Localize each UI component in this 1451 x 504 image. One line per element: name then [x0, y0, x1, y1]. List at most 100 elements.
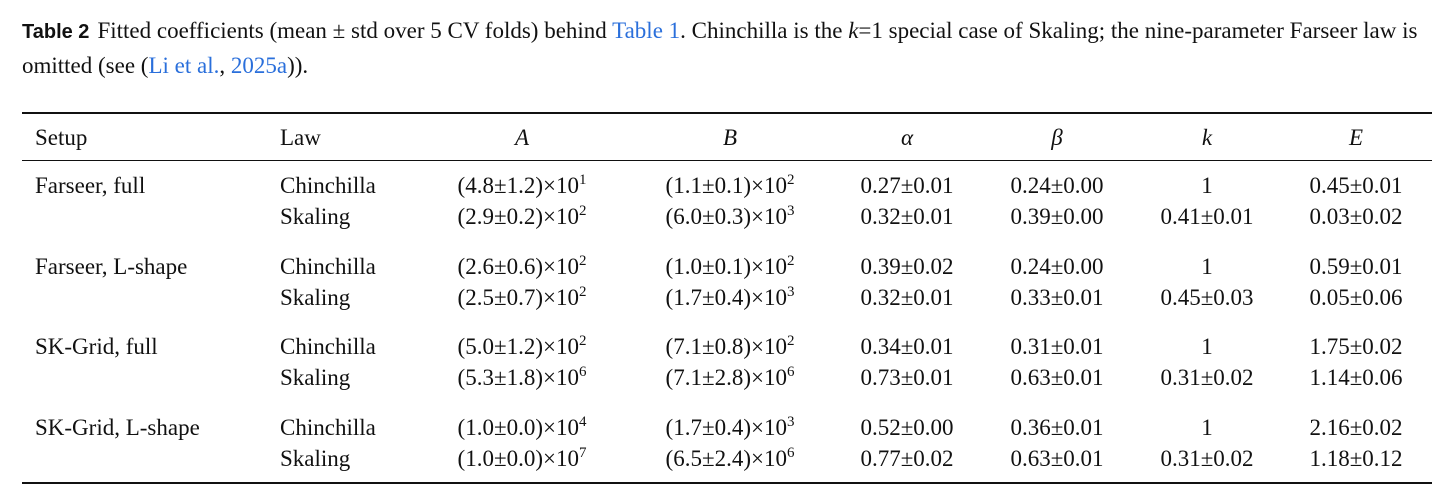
value-cell: 0.36±0.01	[1010, 415, 1104, 440]
coef-exponent: 2	[578, 333, 587, 349]
column-header: k	[1201, 125, 1213, 150]
column-header: α	[900, 125, 914, 150]
coef-base: (5.0±1.2)×10	[457, 334, 579, 359]
setup-cell: SK-Grid, L-shape	[35, 415, 200, 440]
value-cell: 0.77±0.02	[860, 446, 954, 471]
caption-text: =1 special case of Skaling; the nine-par…	[22, 18, 1418, 78]
coef-cell: (2.9±0.2)×102	[372, 203, 672, 231]
value-cell: 1	[1201, 254, 1213, 279]
value-cell: 0.24±0.00	[1010, 173, 1104, 198]
coef-base: (2.5±0.7)×10	[457, 285, 579, 310]
caption-text: Fitted coefficients (mean ± std over 5 C…	[97, 18, 613, 43]
coef-exponent: 2	[578, 253, 587, 269]
coef-cell: (5.3±1.8)×106	[372, 364, 672, 392]
caption-text: )).	[287, 53, 309, 78]
coef-base: (1.7±0.4)×10	[665, 285, 787, 310]
coef-base: (1.0±0.0)×10	[457, 415, 579, 440]
law-cell: Chinchilla	[280, 415, 376, 440]
coef-exponent: 6	[786, 364, 795, 380]
caption-link[interactable]: Li et al.	[148, 53, 220, 78]
value-cell: 1	[1201, 334, 1213, 359]
value-cell: 0.63±0.01	[1010, 365, 1104, 390]
coef-base: (2.9±0.2)×10	[457, 204, 579, 229]
bottom-rule	[22, 482, 1432, 484]
law-cell: Chinchilla	[280, 334, 376, 359]
value-cell: 0.27±0.01	[860, 173, 954, 198]
caption-label: Table 2	[22, 21, 90, 43]
law-cell: Skaling	[280, 365, 351, 390]
coef-cell: (1.0±0.0)×107	[372, 445, 672, 473]
law-cell: Skaling	[280, 446, 351, 471]
coef-exponent: 3	[786, 284, 795, 300]
value-cell: 0.31±0.01	[1010, 334, 1104, 359]
mid-rule	[22, 160, 1432, 161]
value-cell: 0.05±0.06	[1309, 285, 1403, 310]
caption: Table 2 Fitted coefficients (mean ± std o…	[22, 14, 1442, 83]
value-cell: 0.31±0.02	[1160, 365, 1254, 390]
value-cell: 0.32±0.01	[860, 204, 954, 229]
coef-cell: (4.8±1.2)×101	[372, 172, 672, 200]
caption-link[interactable]: 2025a	[230, 53, 288, 78]
coef-exponent: 6	[786, 445, 795, 461]
coef-cell: (7.1±0.8)×102	[580, 333, 880, 361]
law-cell: Chinchilla	[280, 173, 376, 198]
coef-cell: (1.1±0.1)×102	[580, 172, 880, 200]
column-header: Setup	[35, 125, 88, 150]
coef-cell: (2.6±0.6)×102	[372, 253, 672, 281]
value-cell: 0.03±0.02	[1309, 204, 1403, 229]
caption-link[interactable]: Table 1	[612, 18, 681, 43]
value-cell: 0.45±0.03	[1160, 285, 1254, 310]
coef-exponent: 6	[578, 364, 587, 380]
coef-cell: (5.0±1.2)×102	[372, 333, 672, 361]
value-cell: 0.31±0.02	[1160, 446, 1254, 471]
coef-cell: (6.5±2.4)×106	[580, 445, 880, 473]
coef-base: (6.5±2.4)×10	[665, 446, 787, 471]
coef-base: (7.1±2.8)×10	[665, 365, 787, 390]
coef-cell: (1.7±0.4)×103	[580, 414, 880, 442]
caption-text: . Chinchilla is the	[680, 18, 849, 43]
coef-exponent: 3	[786, 203, 795, 219]
coef-base: (4.8±1.2)×10	[457, 173, 579, 198]
value-cell: 0.33±0.01	[1010, 285, 1104, 310]
value-cell: 0.32±0.01	[860, 285, 954, 310]
value-cell: 0.34±0.01	[860, 334, 954, 359]
setup-cell: Farseer, L-shape	[35, 254, 188, 279]
coef-cell: (2.5±0.7)×102	[372, 284, 672, 312]
value-cell: 0.45±0.01	[1309, 173, 1403, 198]
value-cell: 1	[1201, 173, 1213, 198]
coef-exponent: 2	[786, 172, 795, 188]
coef-exponent: 2	[786, 253, 795, 269]
value-cell: 1.75±0.02	[1309, 334, 1403, 359]
value-cell: 0.24±0.00	[1010, 254, 1104, 279]
law-cell: Chinchilla	[280, 254, 376, 279]
coef-exponent: 1	[578, 172, 587, 188]
coef-base: (1.0±0.1)×10	[665, 254, 787, 279]
coef-exponent: 4	[578, 414, 587, 430]
law-cell: Skaling	[280, 285, 351, 310]
column-header: Law	[280, 125, 321, 150]
coef-exponent: 2	[578, 203, 587, 219]
value-cell: 0.52±0.00	[860, 415, 954, 440]
value-cell: 1.14±0.06	[1309, 365, 1403, 390]
column-header: E	[1348, 125, 1364, 150]
caption-text: k	[848, 18, 859, 43]
coef-base: (1.7±0.4)×10	[665, 415, 787, 440]
setup-cell: Farseer, full	[35, 173, 146, 198]
value-cell: 2.16±0.02	[1309, 415, 1403, 440]
coef-base: (2.6±0.6)×10	[457, 254, 579, 279]
coef-exponent: 7	[578, 445, 587, 461]
coef-base: (6.0±0.3)×10	[665, 204, 787, 229]
coef-base: (5.3±1.8)×10	[457, 365, 579, 390]
value-cell: 0.39±0.00	[1010, 204, 1104, 229]
coef-exponent: 2	[786, 333, 795, 349]
coef-base: (1.1±0.1)×10	[665, 173, 787, 198]
column-header: A	[514, 125, 530, 150]
coef-cell: (7.1±2.8)×106	[580, 364, 880, 392]
coef-exponent: 2	[578, 284, 587, 300]
value-cell: 0.59±0.01	[1309, 254, 1403, 279]
column-header: B	[722, 125, 738, 150]
caption-text: ,	[219, 53, 231, 78]
value-cell: 1.18±0.12	[1309, 446, 1403, 471]
value-cell: 0.63±0.01	[1010, 446, 1104, 471]
